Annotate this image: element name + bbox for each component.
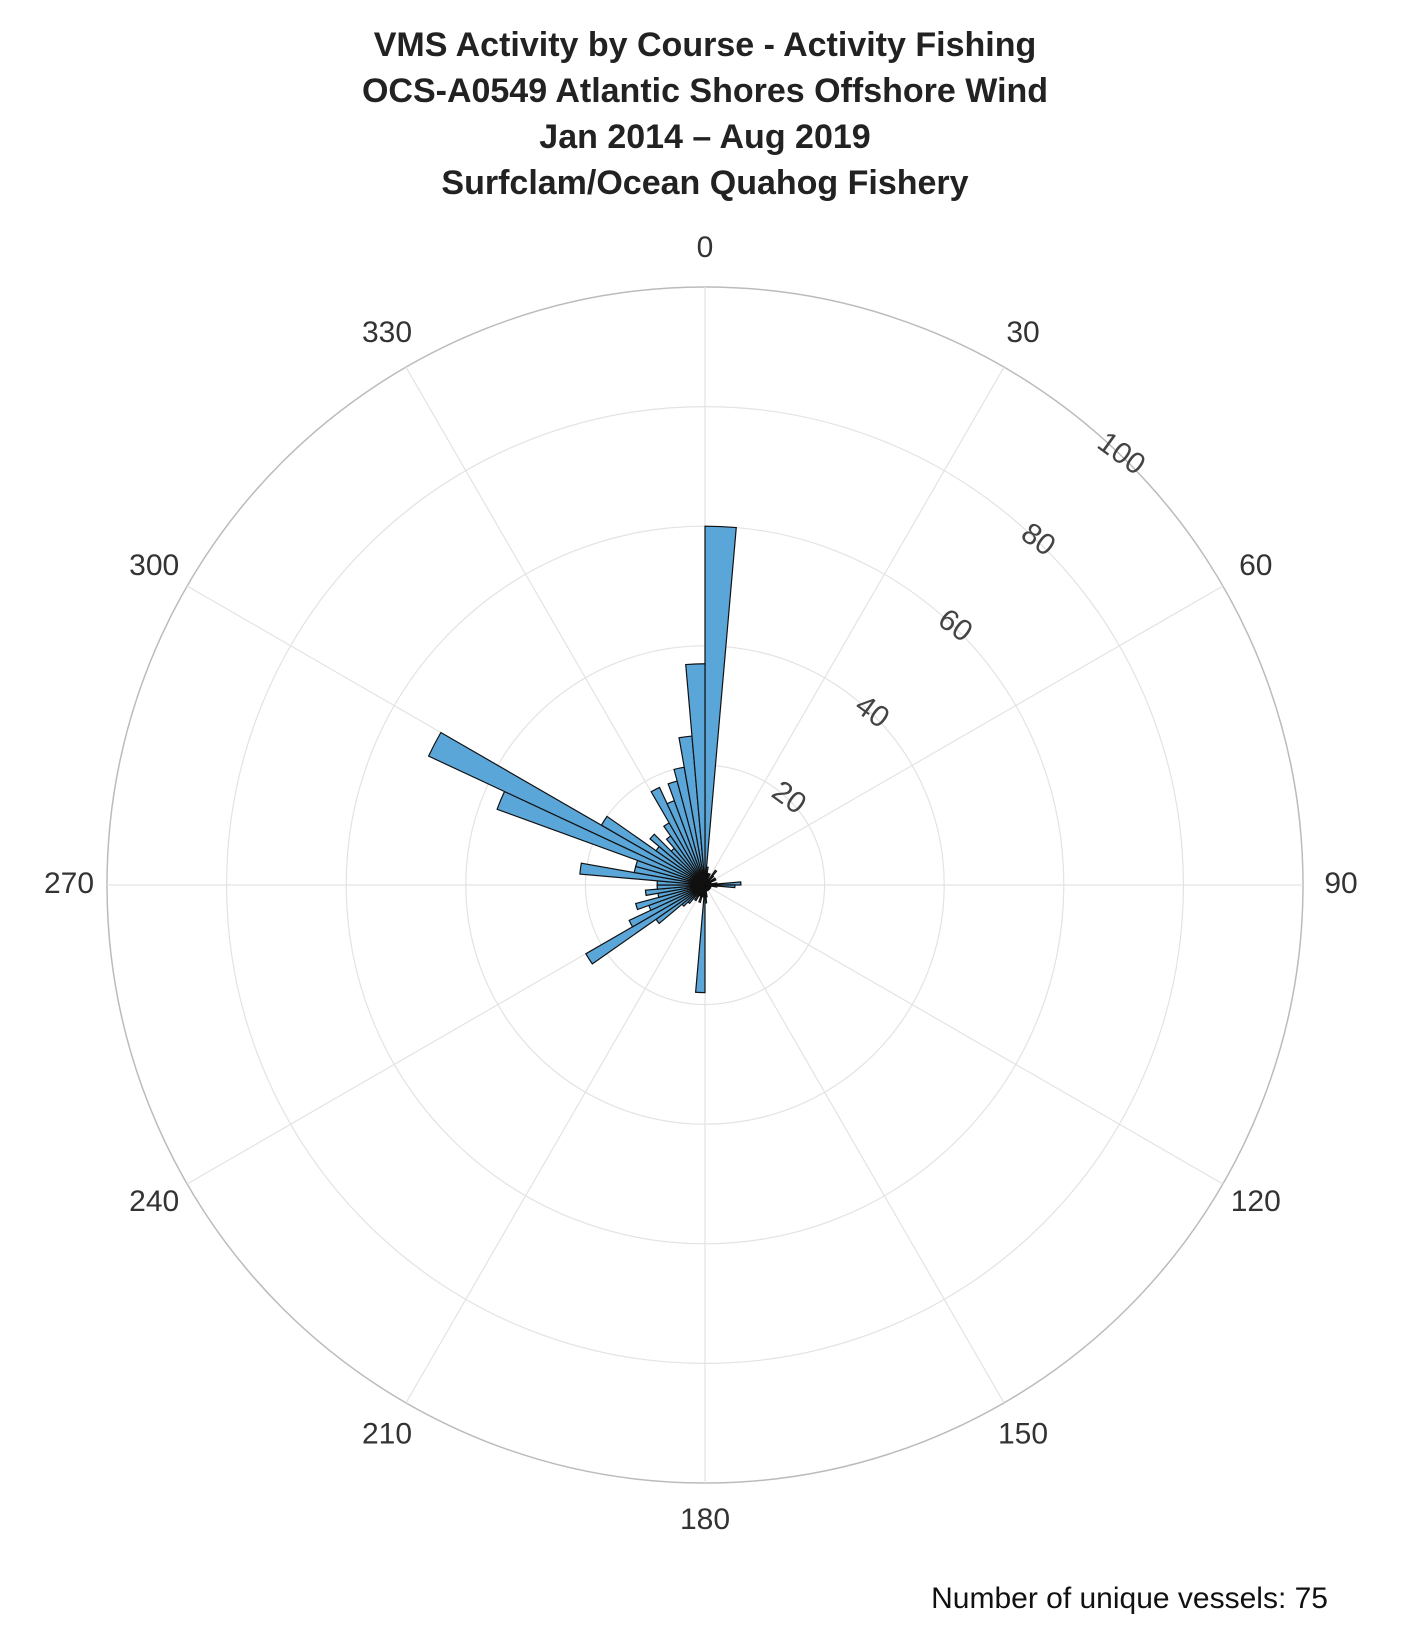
chart-title: VMS Activity by Course - Activity Fishin… xyxy=(374,26,1037,64)
theta-tick-label: 120 xyxy=(1231,1185,1281,1218)
theta-tick-label: 270 xyxy=(44,867,94,900)
bar xyxy=(427,731,706,886)
theta-tick-label: 240 xyxy=(129,1185,179,1218)
theta-tick-label: 210 xyxy=(362,1418,412,1451)
grid-spoke xyxy=(704,585,1224,886)
annotation: Number of unique vessels: 75 xyxy=(931,1582,1328,1615)
theta-tick-label: 90 xyxy=(1324,867,1357,900)
grid-spoke xyxy=(704,884,1005,1404)
r-tick-label: 60 xyxy=(932,602,978,648)
theta-tick-label: 180 xyxy=(680,1503,730,1536)
r-tick-label: 80 xyxy=(1015,516,1061,562)
bar xyxy=(704,525,737,886)
bar xyxy=(650,786,706,886)
r-tick-label: 20 xyxy=(766,775,812,821)
grid-spoke xyxy=(704,884,1224,1185)
bar xyxy=(649,833,706,886)
chart-title: Jan 2014 – Aug 2019 xyxy=(539,118,870,156)
bar xyxy=(628,884,706,928)
theta-tick-label: 300 xyxy=(129,549,179,582)
bar xyxy=(685,663,706,886)
r-tick-label: 40 xyxy=(849,688,895,734)
grid-spoke xyxy=(405,884,706,1404)
bar xyxy=(704,881,742,886)
chart-title: OCS-A0549 Atlantic Shores Offshore Wind xyxy=(362,72,1048,110)
theta-tick-label: 150 xyxy=(998,1418,1048,1451)
theta-tick-label: 330 xyxy=(362,316,412,349)
theta-tick-label: 0 xyxy=(697,231,714,264)
theta-tick-label: 30 xyxy=(1006,316,1039,349)
bar xyxy=(644,884,706,897)
theta-tick-label: 60 xyxy=(1239,549,1272,582)
chart-title: Surfclam/Ocean Quahog Fishery xyxy=(441,164,968,202)
bar xyxy=(634,884,706,911)
bar xyxy=(585,884,706,965)
grid-spoke xyxy=(704,366,1005,886)
bar xyxy=(694,884,706,994)
r-tick-label: 100 xyxy=(1091,425,1151,481)
bar xyxy=(600,815,706,886)
